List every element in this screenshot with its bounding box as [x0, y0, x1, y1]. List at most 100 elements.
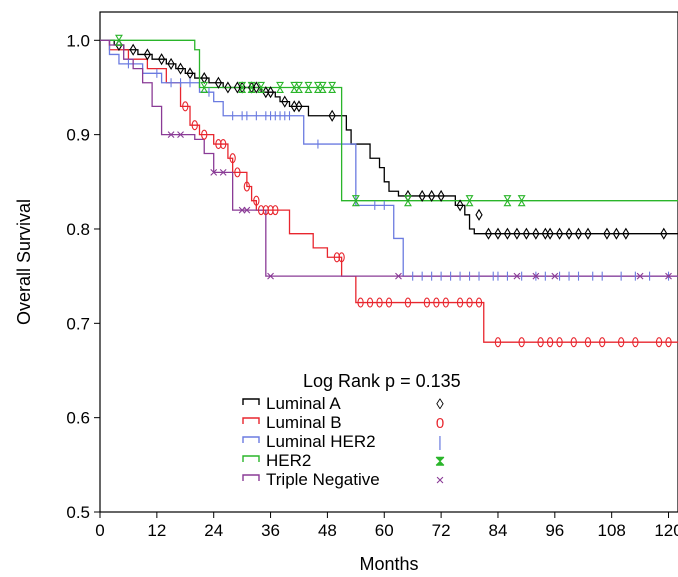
legend-marker: 0	[436, 415, 444, 432]
x-tick-label: 0	[95, 521, 104, 540]
censor-mark	[229, 153, 236, 164]
x-tick-label: 48	[318, 521, 337, 540]
censor-mark	[503, 227, 512, 240]
x-tick-label: 36	[261, 521, 280, 540]
x-tick-label: 84	[489, 521, 508, 540]
censor-marks	[114, 34, 672, 348]
censor-mark	[622, 227, 630, 240]
censor-mark	[636, 272, 644, 280]
legend-label: Triple Negative	[266, 470, 380, 489]
censor-mark	[351, 195, 360, 207]
censor-mark	[475, 297, 483, 308]
censor-mark	[665, 337, 672, 348]
axes: 0 12 24 36 48 60 72 84 96 108 120 0.5 0.6 0.7 0.8 0.9 1.…	[66, 31, 678, 540]
censor-mark	[574, 227, 583, 240]
censor-mark	[200, 81, 209, 94]
censor-mark	[617, 337, 625, 348]
censor-mark	[584, 227, 592, 240]
series-line	[100, 39, 678, 277]
y-tick-label: 0.9	[66, 126, 90, 145]
y-axis-label: Overall Survival	[14, 199, 34, 325]
censor-mark	[214, 76, 223, 89]
censor-mark	[313, 81, 322, 94]
censor-mark	[357, 297, 364, 308]
censor-mark	[517, 195, 526, 207]
censor-mark	[304, 81, 313, 94]
censor-mark	[437, 189, 445, 203]
censor-mark	[632, 337, 639, 348]
censor-mark	[262, 86, 270, 99]
legend-marker: ×	[436, 472, 445, 489]
censor-mark	[129, 43, 137, 56]
censor-mark	[233, 81, 242, 94]
censor-mark	[295, 81, 303, 94]
series-lines	[100, 39, 678, 343]
censor-mark	[546, 227, 554, 240]
censor-mark	[612, 227, 621, 240]
censor-mark	[404, 297, 412, 308]
censor-mark	[182, 101, 189, 112]
legend-line-sample	[242, 455, 260, 462]
censor-mark	[532, 227, 540, 240]
censor-mark	[555, 227, 564, 240]
y-tick-label: 0.8	[66, 220, 90, 239]
censor-mark	[665, 272, 672, 280]
censor-mark	[257, 81, 266, 94]
legend-line-sample	[242, 398, 260, 405]
censor-mark	[423, 297, 431, 308]
censor-mark	[290, 100, 298, 113]
censor-mark	[176, 62, 185, 75]
censor-mark	[546, 337, 554, 348]
censor-mark	[584, 337, 592, 348]
y-tick-label: 0.5	[66, 503, 90, 522]
y-tick-label: 0.6	[66, 409, 90, 428]
legend-label: HER2	[266, 451, 311, 470]
censor-mark	[252, 81, 260, 94]
legend-marker: |	[438, 434, 442, 451]
censor-mark	[513, 272, 521, 280]
y-tick-label: 0.7	[66, 314, 90, 333]
censor-mark	[599, 337, 606, 348]
censor-mark	[442, 297, 450, 308]
censor-mark	[537, 337, 544, 348]
censor-mark	[376, 297, 383, 308]
censor-mark	[328, 109, 336, 122]
censor-mark	[494, 227, 502, 240]
x-tick-label: 24	[204, 521, 223, 540]
legend-line-sample	[242, 417, 260, 424]
series-line	[100, 39, 678, 235]
legend-marker: ⧗	[435, 453, 446, 470]
censor-mark	[267, 272, 274, 280]
censor-mark	[143, 48, 152, 61]
y-tick-label: 1.0	[66, 31, 90, 50]
censor-mark	[603, 227, 611, 240]
legend-label: Luminal A	[266, 394, 341, 413]
censor-mark	[247, 81, 256, 94]
legend-line-sample	[242, 474, 260, 481]
censor-mark	[556, 337, 563, 348]
censor-mark	[655, 337, 663, 348]
legend-label: Luminal HER2	[266, 432, 376, 451]
series-line	[100, 39, 678, 202]
censor-mark	[238, 81, 247, 94]
x-tick-label: 108	[597, 521, 625, 540]
censor-mark	[503, 195, 512, 207]
censor-mark	[475, 208, 483, 221]
censor-mark	[484, 227, 493, 240]
censor-mark	[295, 100, 303, 113]
censor-mark	[191, 120, 198, 131]
censor-mark	[114, 34, 123, 46]
x-tick-label: 72	[432, 521, 451, 540]
legend: Luminal A ◊ Luminal B 0 Luminal HER2 | HER2 ⧗ Tr…	[242, 394, 446, 489]
censor-mark	[494, 337, 502, 348]
censor-mark	[338, 252, 345, 263]
legend-label: Luminal B	[266, 413, 342, 432]
censor-mark	[570, 337, 577, 348]
censor-mark	[395, 272, 402, 280]
censor-mark	[200, 71, 208, 85]
censor-mark	[403, 195, 412, 207]
censor-mark	[466, 297, 473, 308]
censor-mark	[328, 81, 337, 94]
censor-mark	[522, 227, 531, 240]
x-tick-label: 96	[545, 521, 564, 540]
